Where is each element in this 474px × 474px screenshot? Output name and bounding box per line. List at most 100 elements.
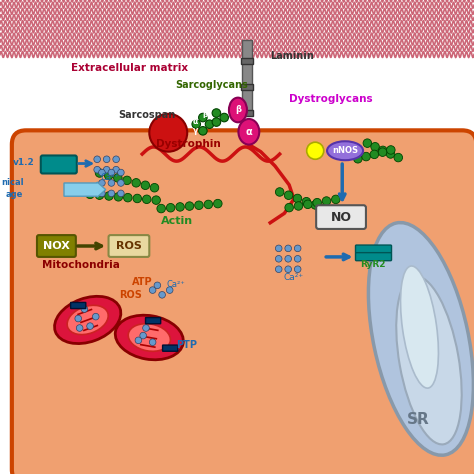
Circle shape [311, 201, 319, 209]
Circle shape [113, 166, 119, 173]
Circle shape [320, 204, 328, 212]
Circle shape [204, 200, 213, 209]
Circle shape [86, 190, 94, 199]
FancyBboxPatch shape [37, 235, 76, 257]
Circle shape [387, 146, 395, 154]
Ellipse shape [238, 119, 259, 145]
FancyBboxPatch shape [71, 302, 86, 309]
Circle shape [87, 323, 93, 329]
Circle shape [199, 127, 207, 135]
Circle shape [105, 191, 113, 200]
Circle shape [363, 139, 372, 147]
Text: Mitochondria: Mitochondria [42, 260, 119, 270]
Circle shape [150, 183, 159, 192]
Circle shape [108, 190, 115, 197]
Circle shape [294, 202, 303, 210]
Circle shape [108, 180, 115, 186]
Circle shape [379, 146, 387, 155]
Circle shape [166, 287, 173, 293]
Circle shape [293, 194, 302, 203]
Circle shape [81, 306, 88, 312]
Circle shape [143, 325, 149, 331]
Circle shape [103, 166, 110, 173]
Circle shape [386, 150, 395, 158]
Text: PTP: PTP [176, 340, 197, 350]
Circle shape [149, 114, 187, 152]
Circle shape [114, 192, 123, 201]
Text: Ca²⁺: Ca²⁺ [167, 280, 186, 289]
Circle shape [195, 201, 203, 210]
Circle shape [159, 292, 165, 298]
Circle shape [192, 120, 201, 128]
Circle shape [275, 255, 282, 262]
Circle shape [99, 190, 105, 197]
Circle shape [294, 255, 301, 262]
Text: β: β [202, 112, 207, 118]
Circle shape [94, 156, 100, 163]
Circle shape [103, 156, 110, 163]
Ellipse shape [401, 266, 438, 388]
Text: nNOS: nNOS [332, 146, 358, 155]
Circle shape [303, 200, 312, 209]
Ellipse shape [55, 296, 121, 344]
Circle shape [94, 166, 100, 173]
Circle shape [157, 204, 165, 213]
Ellipse shape [115, 315, 183, 360]
Circle shape [76, 325, 83, 331]
Text: α: α [246, 127, 252, 137]
Text: Actin: Actin [161, 216, 193, 226]
Bar [242, 40, 252, 114]
Circle shape [275, 188, 284, 196]
Circle shape [394, 153, 402, 162]
Circle shape [176, 203, 184, 211]
Circle shape [123, 176, 131, 185]
Circle shape [275, 266, 282, 273]
Circle shape [285, 266, 292, 273]
Circle shape [185, 202, 194, 210]
Text: nical: nical [1, 178, 24, 187]
Circle shape [214, 200, 222, 208]
Circle shape [124, 193, 132, 202]
FancyBboxPatch shape [356, 245, 392, 253]
Text: ROS: ROS [119, 290, 142, 300]
Circle shape [104, 171, 113, 180]
Circle shape [313, 199, 321, 207]
Circle shape [108, 169, 115, 176]
Circle shape [285, 203, 293, 212]
FancyBboxPatch shape [163, 345, 178, 351]
Circle shape [285, 245, 292, 252]
Circle shape [99, 180, 105, 186]
Text: NOX: NOX [43, 241, 70, 251]
Text: NO: NO [331, 210, 352, 224]
Circle shape [95, 169, 104, 177]
Circle shape [199, 113, 207, 122]
Circle shape [113, 156, 119, 163]
Circle shape [362, 152, 370, 161]
FancyBboxPatch shape [316, 205, 366, 229]
Ellipse shape [67, 305, 108, 335]
Ellipse shape [368, 223, 474, 455]
Ellipse shape [128, 324, 171, 351]
Circle shape [95, 191, 104, 200]
Bar [241, 110, 253, 116]
Circle shape [152, 196, 160, 204]
Circle shape [154, 282, 161, 289]
Circle shape [133, 194, 142, 203]
Circle shape [371, 143, 379, 151]
Circle shape [285, 255, 292, 262]
Text: ATP: ATP [132, 277, 153, 287]
FancyBboxPatch shape [41, 155, 77, 173]
Circle shape [166, 203, 175, 212]
Circle shape [149, 287, 156, 293]
Circle shape [370, 150, 379, 159]
FancyBboxPatch shape [12, 130, 474, 474]
Circle shape [275, 245, 282, 252]
Circle shape [118, 190, 124, 197]
Circle shape [294, 266, 301, 273]
Text: Dystroglycans: Dystroglycans [289, 94, 373, 104]
Circle shape [140, 332, 146, 339]
Text: Sarcoglycans: Sarcoglycans [175, 80, 248, 90]
Text: ROS: ROS [116, 241, 142, 251]
FancyBboxPatch shape [356, 253, 392, 261]
Circle shape [354, 155, 362, 163]
